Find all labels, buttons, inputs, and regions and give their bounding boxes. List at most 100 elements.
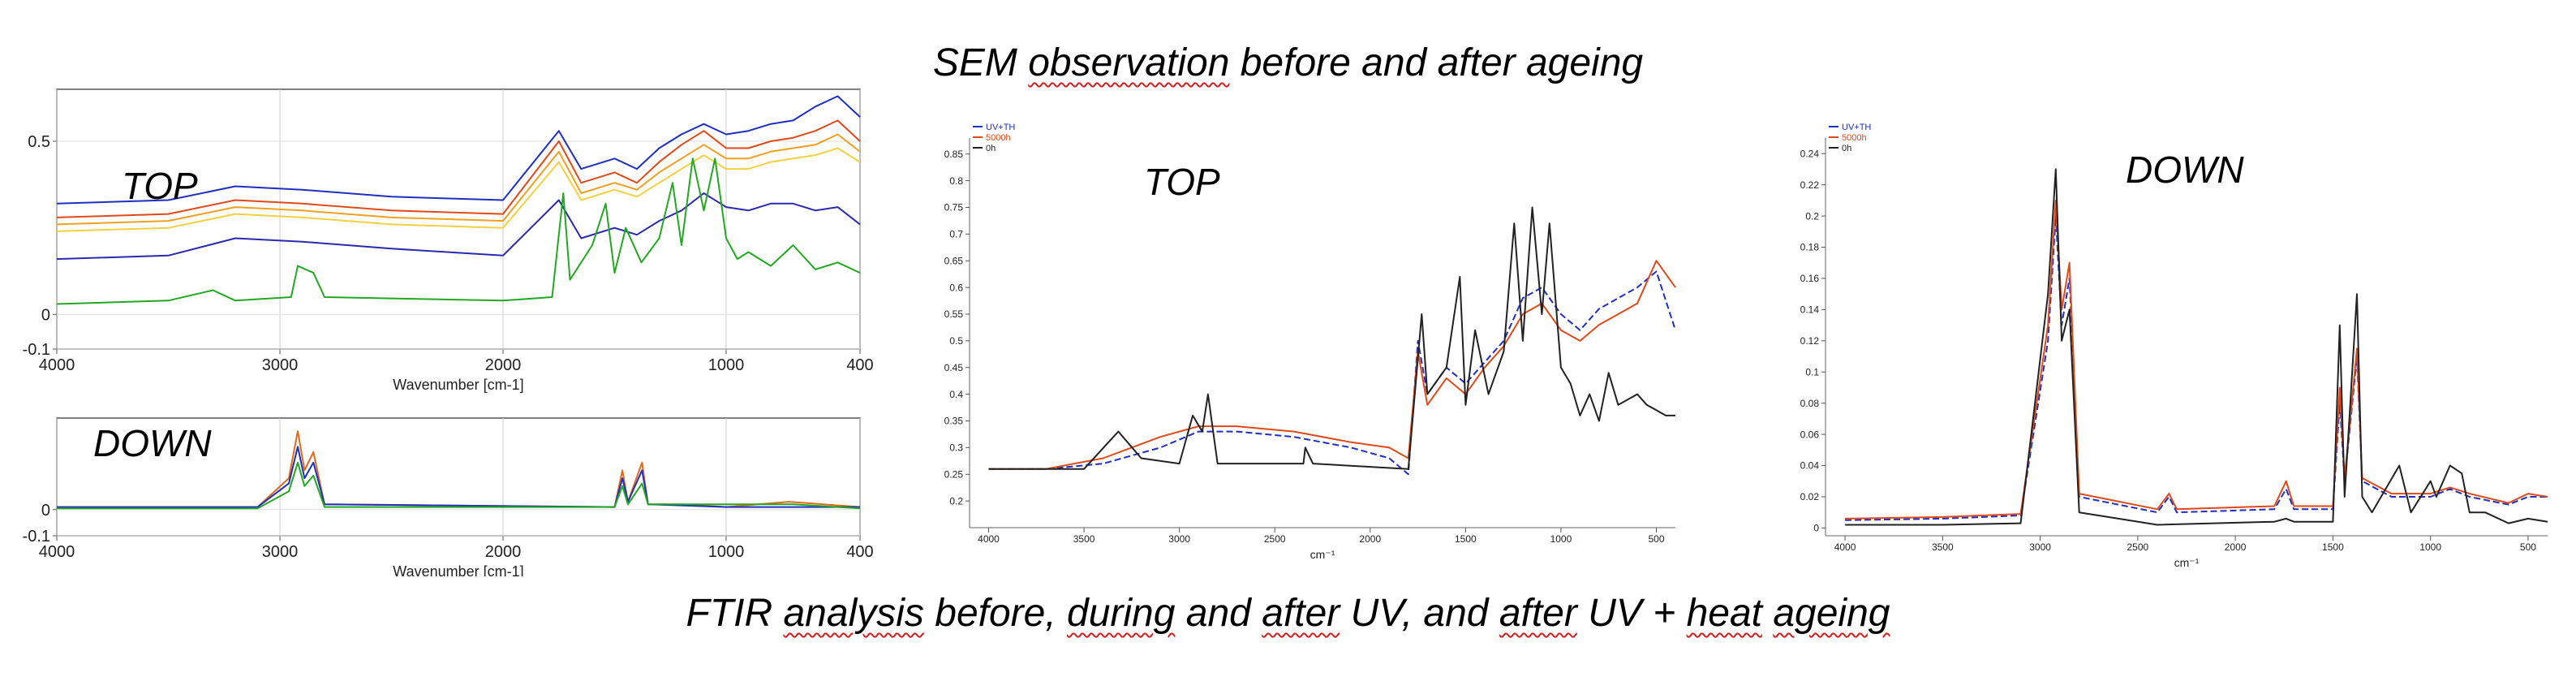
caption-bottom: FTIR analysis before, during and after U… [0,591,2576,636]
y-tick-label: 0.18 [1800,242,1820,253]
x-tick-label: 400 [846,356,873,374]
y-tick-label: 0 [41,306,50,324]
y-tick-label: 0.7 [949,229,963,240]
y-tick-label: 0.5 [949,335,963,347]
caption-part [1762,592,1773,635]
x-tick-label: 3000 [262,543,299,561]
x-tick-label: 1500 [1455,533,1477,545]
y-tick-label: 0.55 [944,308,964,320]
x-tick-label: 2000 [2225,541,2247,553]
y-tick-label: -0.1 [23,341,50,359]
x-axis-label: Wavenumber [cm-1] [393,563,523,576]
y-tick-label: 0.2 [949,495,963,507]
y-tick-label: 0 [1813,523,1819,534]
caption-part: ageing [1773,592,1890,635]
y-tick-label: 0.35 [944,416,964,427]
y-tick-label: 0.24 [1800,148,1820,159]
chart-title: TOP [122,165,198,207]
y-tick-label: 0.5 [28,133,50,151]
x-tick-label: 1000 [2419,541,2441,553]
caption-part: analysis [783,592,924,635]
caption-part: before and after ageing [1229,41,1644,84]
x-axis-label: cm⁻¹ [1310,548,1335,561]
series-line-3 [56,147,861,232]
x-tick-label: 1500 [2322,541,2344,553]
series-line-5000h [1845,199,2548,520]
caption-part: before, [923,592,1068,635]
y-tick-label: 0.02 [1800,491,1820,502]
caption-part: after [1262,592,1340,635]
x-tick-label: 2000 [1359,533,1381,545]
x-tick-label: 4000 [39,356,75,374]
y-tick-label: -0.1 [23,528,50,546]
ftir-top-chart: 4000 3000 2000 1000 400 0.5 0 -0.1 Wavenumber [c… [23,88,874,393]
caption-part: UV + [1576,592,1687,635]
caption-part: FTIR [686,592,784,635]
ftir-down-zoom-chart: 4000 3500 3000 2500 2000 1500 1000 500 0 0.02 0.04… [1800,123,2548,569]
series-line-2 [57,461,861,510]
x-tick-label: 500 [2520,541,2536,553]
legend-label: 5000h [1842,133,1867,143]
x-tick-label: 1000 [708,543,745,561]
x-axis-label: cm⁻¹ [2174,556,2200,569]
y-tick-label: 0.85 [944,149,964,160]
x-tick-label: 3000 [2029,541,2051,553]
caption-part: after [1499,592,1577,635]
chart-title: DOWN [2126,149,2244,191]
caption-part: observation [1028,41,1230,84]
legend-label: UV+TH [1842,123,1871,132]
series-line-4 [56,192,861,261]
legend-label: 0h [986,144,996,153]
caption-part: UV, and [1340,592,1499,635]
legend-label: 0h [1842,144,1851,153]
x-tick-label: 4000 [39,543,75,561]
y-tick-label: 0.75 [944,202,964,213]
x-tick-label: 1000 [1550,533,1572,545]
series-line-5 [56,157,861,305]
y-tick-label: 0.6 [949,282,963,293]
x-tick-label: 500 [1648,533,1664,545]
caption-top: SEM observation before and after ageing [0,41,2576,85]
y-tick-label: 0.3 [949,442,963,454]
x-tick-label: 2000 [485,356,522,374]
y-tick-label: 0.2 [1805,210,1819,222]
y-tick-label: 0.65 [944,255,964,266]
y-tick-label: 0.08 [1800,398,1820,409]
y-tick-label: 0.8 [949,175,963,187]
ftir-top-zoom-chart: 4000 3500 3000 2500 2000 1500 1000 500 0.2 0.25 0.… [944,123,1676,561]
x-tick-label: 2500 [2127,541,2149,553]
x-tick-label: 4000 [978,533,1000,545]
series-line-0h [988,206,1675,470]
series-line-uv-th [1845,215,2548,521]
y-tick-label: 0.06 [1800,429,1820,440]
x-tick-label: 2500 [1264,533,1286,545]
chart-title: DOWN [93,422,212,464]
series-line-1 [56,119,861,218]
chart-title: TOP [1144,161,1220,203]
series-line-0 [56,95,861,205]
caption-part: heat [1686,592,1762,635]
caption-part: SEM [932,41,1029,84]
x-tick-label: 2000 [485,543,522,561]
y-tick-label: 0.25 [944,468,964,480]
y-tick-label: 0.4 [949,389,963,400]
y-tick-label: 0.22 [1800,179,1820,191]
x-tick-label: 1000 [708,356,745,374]
legend-label: UV+TH [986,123,1015,132]
y-tick-label: 0.04 [1800,460,1820,472]
series-line-0h [1845,168,2548,526]
x-tick-label: 3000 [262,356,299,374]
y-tick-label: 0.14 [1800,304,1820,316]
x-tick-label: 3000 [1168,533,1190,545]
x-tick-label: 3500 [1932,541,1954,553]
caption-part: during [1067,592,1176,635]
x-tick-label: 3500 [1073,533,1095,545]
y-tick-label: 0 [41,502,50,520]
y-tick-label: 0.12 [1800,335,1820,347]
caption-part: and [1175,592,1262,635]
x-tick-label: 400 [846,543,873,561]
legend-label: 5000h [986,133,1011,143]
y-tick-label: 0.16 [1800,273,1820,284]
y-tick-label: 0.1 [1805,366,1819,377]
